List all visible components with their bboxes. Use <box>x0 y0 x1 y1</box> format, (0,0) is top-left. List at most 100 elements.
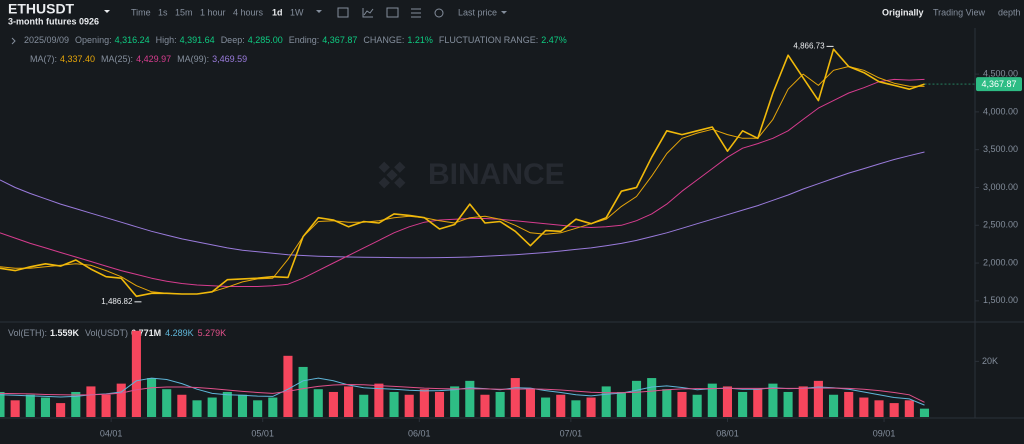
x-tick-label: 06/01 <box>408 428 431 438</box>
ma-line <box>0 78 925 287</box>
volume-bar <box>601 386 611 417</box>
toolbar-icons <box>337 7 444 18</box>
volume-bar <box>783 391 793 417</box>
volume-bar <box>10 400 20 417</box>
volume-bar <box>798 386 808 417</box>
volume-bar <box>328 391 338 417</box>
indicator-icon[interactable] <box>362 8 374 18</box>
price-line <box>0 48 925 298</box>
volume-bar <box>829 394 839 417</box>
volume-bar <box>389 391 399 417</box>
interval[interactable]: 1 hour <box>200 7 226 17</box>
volume-bar <box>404 394 414 417</box>
volume-bar <box>253 400 263 417</box>
view-tab[interactable]: Trading View <box>933 7 986 17</box>
view-tab[interactable]: depth <box>998 7 1021 17</box>
volume-bar <box>101 394 111 417</box>
volume-bar <box>131 330 141 417</box>
volume-bar <box>859 397 869 417</box>
volume-value: 6.771M <box>131 328 161 338</box>
y-tick-label: 4,500.00 <box>983 68 1018 78</box>
calendar-icon[interactable] <box>337 7 349 18</box>
volume-bar <box>738 391 748 417</box>
info-date: 2025/09/09 <box>24 35 69 45</box>
volume-bar <box>510 378 520 417</box>
volume-bar <box>495 391 505 417</box>
volume-name: Vol(USDT) <box>85 328 128 338</box>
volume-bar <box>0 391 5 417</box>
interval[interactable]: 1s <box>158 7 168 17</box>
info-value: 4,391.64 <box>180 35 215 45</box>
volume-bar <box>237 394 248 417</box>
interval[interactable]: 4 hours <box>233 7 264 17</box>
ma-name: MA(99): <box>177 54 209 64</box>
watermark: BINANCE <box>378 158 565 191</box>
contract: 3-month futures 0926 <box>8 16 99 26</box>
volume-bar <box>844 391 854 417</box>
ma-value: 3,469.59 <box>212 54 247 64</box>
last-price-badge <box>976 77 1022 92</box>
ohlc-info: 2025/09/09 Opening: 4,316.24 High: 4,391.64 D… <box>24 35 567 45</box>
x-tick-label: 04/01 <box>100 428 123 438</box>
volume-bar <box>541 397 551 417</box>
price-type-dropdown[interactable] <box>501 11 507 14</box>
volume-bar <box>586 397 596 417</box>
ma-value: 4,429.97 <box>136 54 171 64</box>
volume-bar <box>56 403 66 417</box>
ma-legend: MA(7): 4,337.40 MA(25): 4,429.97 MA(99): 3,46… <box>30 54 247 64</box>
price-type[interactable]: Last price <box>458 7 497 17</box>
info-icon[interactable] <box>434 8 444 18</box>
info-label: FLUCTUATION RANGE: <box>439 35 538 45</box>
volume-bar <box>359 394 369 417</box>
interval[interactable]: 1W <box>290 7 304 17</box>
view-tab[interactable]: Originally <box>882 7 924 17</box>
volume-bar <box>753 389 763 417</box>
interval[interactable]: 1d <box>272 7 283 17</box>
volume-legend: Vol(ETH): 1.559K Vol(USDT) 6.771M 4.289K 5.27… <box>8 328 226 338</box>
settings-icon[interactable] <box>411 8 421 18</box>
interval-dropdown[interactable] <box>316 10 322 13</box>
volume-bar <box>268 397 278 417</box>
symbol-dropdown[interactable] <box>104 10 110 13</box>
volume-ma-value: 5.279K <box>198 328 227 338</box>
volume-bar <box>298 366 308 417</box>
y-tick-label: 1,500.00 <box>983 295 1018 305</box>
volume-bar <box>419 389 429 417</box>
volume-bar <box>465 380 475 417</box>
info-toggle[interactable] <box>11 37 16 45</box>
volume-bar <box>40 397 51 417</box>
interval[interactable]: Time <box>131 7 151 17</box>
info-label: High: <box>156 35 177 45</box>
volume-bar <box>647 378 657 417</box>
info-label: CHANGE: <box>363 35 404 45</box>
volume-bar <box>662 389 672 417</box>
info-value: 4,285.00 <box>248 35 283 45</box>
info-value: 4,367.87 <box>322 35 357 45</box>
volume-bar <box>344 386 354 417</box>
symbol[interactable]: ETHUSDT <box>8 1 75 17</box>
ma-value: 4,337.40 <box>60 54 95 64</box>
volume-name: Vol(ETH): <box>8 328 47 338</box>
info-label: Opening: <box>75 35 112 45</box>
template-icon[interactable] <box>386 7 399 18</box>
x-tick-label: 05/01 <box>251 428 274 438</box>
volume-bar <box>162 389 172 417</box>
y-tick-label: 2,000.00 <box>983 257 1018 267</box>
volume-bar <box>889 403 899 417</box>
info-value: 4,316.24 <box>115 35 150 45</box>
watermark-text: BINANCE <box>428 158 565 191</box>
volume-bar <box>571 400 581 417</box>
last-price-label: 4,367.87 <box>981 79 1016 89</box>
info-value: 2.47% <box>541 35 567 45</box>
y-tick-label: 3,000.00 <box>983 182 1018 192</box>
volume-bar <box>722 386 733 417</box>
ma-line <box>0 66 925 295</box>
volume-bar <box>374 383 384 417</box>
volume-bar <box>86 386 96 417</box>
x-tick-label: 08/01 <box>716 428 739 438</box>
volume-bar <box>313 389 323 417</box>
interval[interactable]: 15m <box>175 7 193 17</box>
volume-bar <box>116 383 126 417</box>
volume-bar <box>707 383 717 417</box>
ma-name: MA(7): <box>30 54 57 64</box>
